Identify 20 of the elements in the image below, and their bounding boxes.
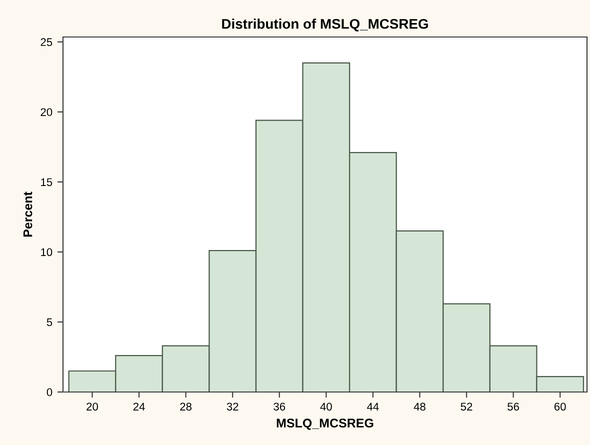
y-axis-title: Percent	[23, 192, 32, 237]
x-tick-label: 32	[226, 402, 238, 411]
y-tick-label: 25	[40, 38, 52, 46]
y-tick-label: 10	[41, 248, 52, 256]
y-tick-label: 15	[41, 178, 52, 186]
x-tick-label: 48	[414, 402, 426, 411]
x-tick-label: 40	[320, 402, 332, 411]
x-tick-label: 44	[367, 402, 379, 410]
y-tick-label: 5	[46, 318, 52, 326]
y-tick-label: 0	[46, 388, 52, 396]
x-tick-label: 56	[508, 402, 520, 411]
x-tick-label: 52	[460, 402, 472, 411]
x-tick-label: 20	[86, 402, 98, 411]
x-tick-label: 24	[133, 402, 145, 410]
x-tick-label: 60	[554, 402, 566, 411]
x-tick-label: 36	[274, 402, 286, 411]
x-axis-title: MSLQ_MCSREG	[276, 418, 374, 430]
x-tick-label: 28	[180, 402, 192, 411]
y-tick-label: 20	[40, 108, 52, 116]
chart-title: Distribution of MSLQ_MCSREG	[222, 18, 428, 32]
